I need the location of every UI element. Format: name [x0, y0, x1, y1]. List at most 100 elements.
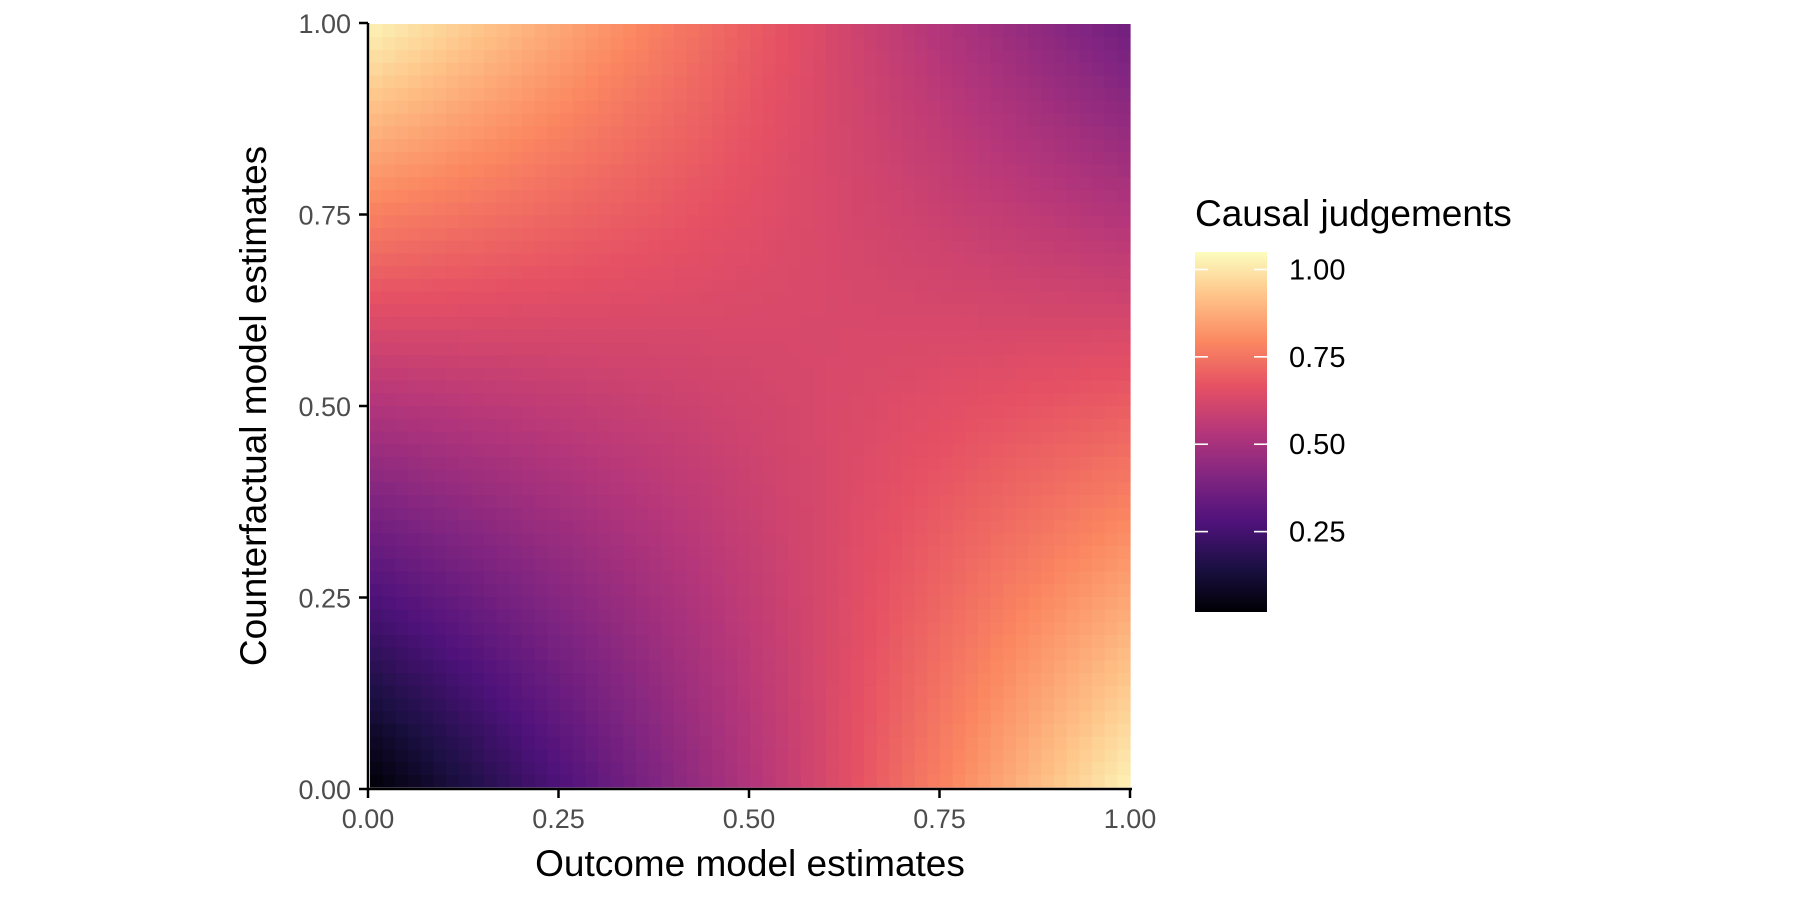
heatmap-cell [610, 367, 624, 381]
heatmap-cell [382, 405, 396, 419]
y-axis-ticks: 0.000.250.500.751.00 [298, 9, 368, 805]
heatmap-cell [395, 138, 409, 152]
heatmap-cell [1003, 774, 1017, 788]
heatmap-cell [534, 507, 548, 521]
heatmap-cell [800, 329, 814, 343]
heatmap-cell [420, 278, 434, 292]
heatmap-cell [534, 697, 548, 712]
heatmap-cell [1104, 685, 1118, 699]
heatmap-cell [509, 341, 523, 356]
heatmap-cell [610, 774, 624, 788]
heatmap-cell [978, 583, 992, 597]
heatmap-cell [496, 87, 510, 101]
heatmap-cell [762, 100, 776, 114]
heatmap-cell [446, 367, 460, 381]
heatmap-cell [370, 647, 384, 661]
heatmap-cell [876, 24, 890, 38]
heatmap-cell [724, 774, 738, 788]
heatmap-cell [572, 608, 586, 623]
heatmap-cell [674, 736, 688, 750]
heatmap-cell [889, 596, 903, 610]
heatmap-cell [610, 100, 624, 114]
heatmap-cell [509, 202, 523, 216]
heatmap-cell [509, 647, 523, 661]
x-axis-ticks: 0.00 0.25 0.50 0.75 1.00 [342, 789, 1156, 834]
heatmap-cell [978, 62, 992, 76]
heatmap-cell [1054, 354, 1068, 368]
heatmap-cell [674, 685, 688, 699]
heatmap-cell [1016, 596, 1030, 610]
heatmap-cell [889, 430, 903, 445]
heatmap-cell [636, 354, 650, 368]
heatmap-cell [978, 608, 992, 623]
heatmap-cell [1016, 87, 1030, 101]
heatmap-cell [978, 380, 992, 394]
heatmap-cell [661, 49, 675, 63]
heatmap-cell [661, 647, 675, 661]
heatmap-cell [674, 278, 688, 292]
heatmap-cell [636, 176, 650, 190]
heatmap-cell [370, 354, 384, 368]
heatmap-cell [1028, 507, 1042, 521]
heatmap-cell [509, 36, 523, 51]
heatmap-cell [1092, 341, 1106, 356]
heatmap-cell [572, 329, 586, 343]
heatmap-cell [1016, 163, 1030, 178]
heatmap-cell [775, 367, 789, 381]
heatmap-cell [902, 583, 916, 597]
heatmap-cell [648, 87, 662, 101]
heatmap-cell [952, 570, 966, 585]
heatmap-cell [826, 138, 840, 152]
heatmap-cell [965, 163, 979, 178]
heatmap-cell [788, 367, 802, 381]
heatmap-cell [889, 647, 903, 661]
heatmap-cell [648, 202, 662, 216]
heatmap-cell [800, 710, 814, 725]
heatmap-cell [775, 189, 789, 203]
heatmap-cell [610, 176, 624, 190]
heatmap-cell [623, 723, 637, 737]
heatmap-cell [1066, 113, 1080, 127]
heatmap-cell [458, 214, 472, 229]
heatmap-cell [648, 430, 662, 445]
heatmap-cell [522, 138, 536, 152]
heatmap-cell [788, 736, 802, 750]
heatmap-cell [965, 392, 979, 407]
heatmap-cell [484, 354, 498, 368]
heatmap-cell [838, 278, 852, 292]
heatmap-cell [788, 74, 802, 89]
heatmap-cell [370, 761, 384, 775]
heatmap-cell [940, 672, 954, 686]
heatmap-cell [1054, 532, 1068, 546]
heatmap-cell [547, 202, 561, 216]
heatmap-cell [978, 265, 992, 279]
heatmap-cell [509, 24, 523, 38]
heatmap-cell [471, 583, 485, 597]
heatmap-cell [990, 24, 1004, 38]
heatmap-cell [420, 163, 434, 178]
heatmap-cell [446, 316, 460, 330]
heatmap-cell [1079, 392, 1093, 407]
heatmap-cell [737, 214, 751, 229]
heatmap-cell [1104, 443, 1118, 457]
heatmap-cell [370, 227, 384, 241]
heatmap-cell [433, 494, 447, 508]
heatmap-cell [889, 634, 903, 648]
heatmap-cell [712, 583, 726, 597]
heatmap-cell [370, 634, 384, 648]
heatmap-cell [484, 430, 498, 445]
heatmap-cell [927, 532, 941, 546]
heatmap-cell [699, 341, 713, 356]
heatmap-cell [674, 329, 688, 343]
heatmap-cell [560, 545, 574, 559]
heatmap-cell [1092, 113, 1106, 127]
heatmap-cell [1117, 24, 1131, 38]
heatmap-cell [750, 74, 764, 89]
heatmap-cell [661, 354, 675, 368]
heatmap-cell [547, 558, 561, 572]
heatmap-cell [940, 151, 954, 165]
heatmap-cell [661, 62, 675, 76]
heatmap-cell [1104, 291, 1118, 305]
heatmap-cell [636, 532, 650, 546]
heatmap-cell [674, 659, 688, 674]
